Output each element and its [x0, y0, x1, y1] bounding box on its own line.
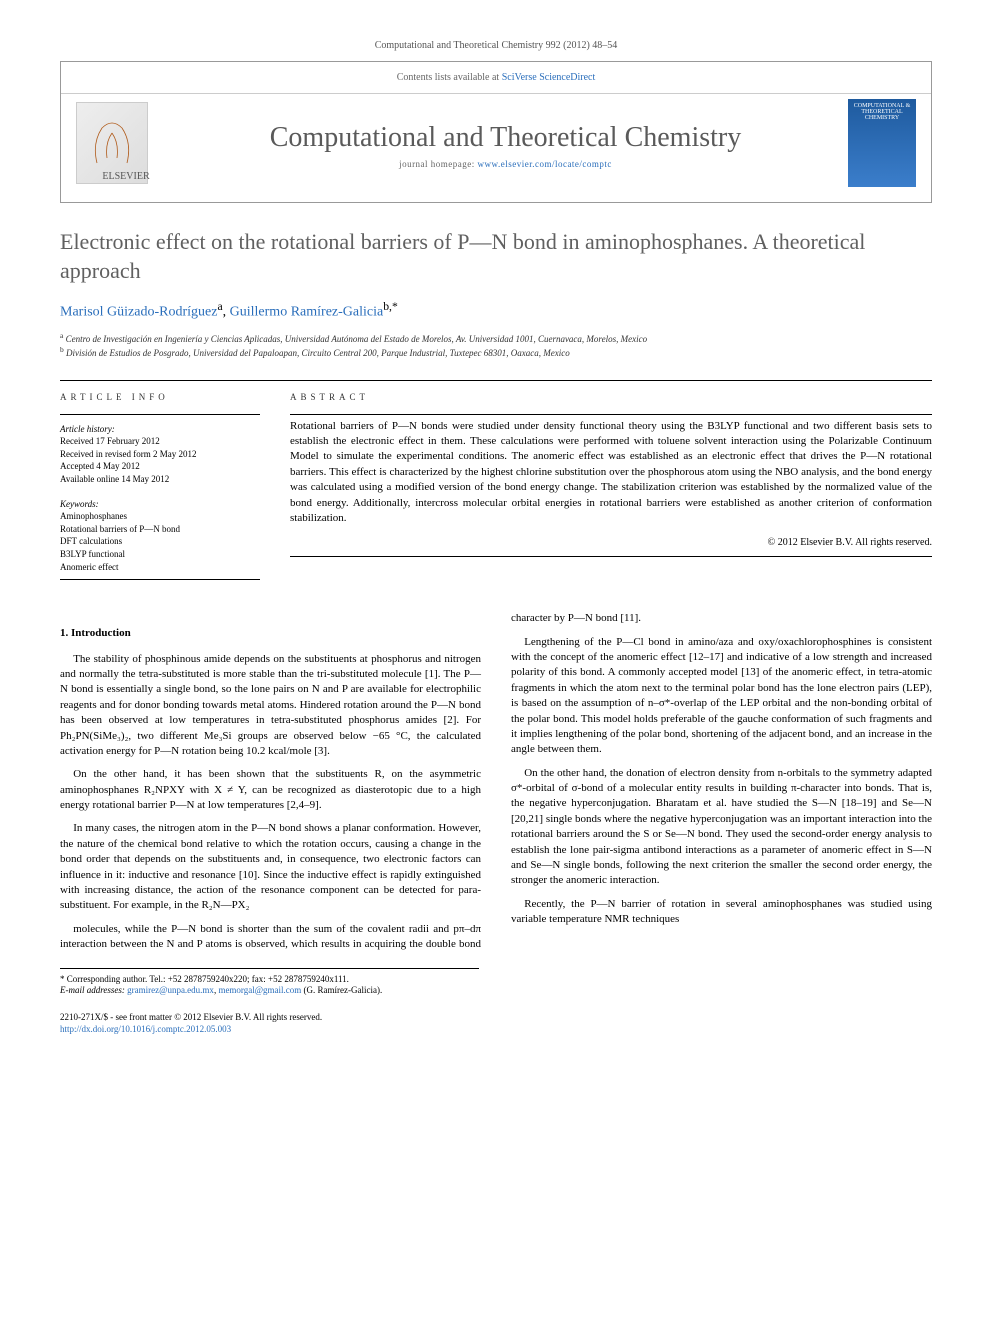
history-accepted: Accepted 4 May 2012 — [60, 460, 260, 473]
author-2-sup: b,* — [383, 300, 398, 313]
journal-title: Computational and Theoretical Chemistry — [163, 122, 848, 154]
homepage-link[interactable]: www.elsevier.com/locate/comptc — [478, 159, 612, 169]
contents-prefix: Contents lists available at — [397, 72, 502, 83]
affiliation-a: Centro de Investigación en Ingeniería y … — [66, 334, 647, 344]
cover-thumb-text: COMPUTATIONAL & THEORETICAL CHEMISTRY — [852, 103, 912, 121]
authors-line: Marisol Güizado-Rodrígueza, Guillermo Ra… — [60, 300, 932, 321]
keyword: Aminophosphanes — [60, 510, 260, 523]
contents-line: Contents lists available at SciVerse Sci… — [76, 72, 916, 83]
journal-ref-link[interactable]: Computational and Theoretical Chemistry … — [375, 40, 618, 51]
article-title: Electronic effect on the rotational barr… — [60, 228, 932, 285]
paragraph: Lengthening of the P—Cl bond in amino/az… — [511, 635, 932, 758]
email-link-1[interactable]: gramirez@unpa.edu.mx — [127, 985, 214, 995]
paragraph: In many cases, the nitrogen atom in the … — [60, 821, 481, 913]
author-link-1[interactable]: Marisol Güizado-Rodríguez — [60, 305, 217, 320]
homepage-prefix: journal homepage: — [399, 159, 477, 169]
keyword: DFT calculations — [60, 535, 260, 548]
sciencedirect-link[interactable]: SciVerse ScienceDirect — [502, 72, 596, 83]
journal-cover-thumb: COMPUTATIONAL & THEORETICAL CHEMISTRY — [848, 99, 916, 187]
article-info-heading: ARTICLE INFO — [60, 391, 260, 406]
abstract-copyright: © 2012 Elsevier B.V. All rights reserved… — [290, 536, 932, 550]
paragraph: The stability of phosphinous amide depen… — [60, 652, 481, 760]
email-link-2[interactable]: memorgal@gmail.com — [218, 985, 301, 995]
abstract-heading: ABSTRACT — [290, 391, 932, 406]
corresponding-author-note: * Corresponding author. Tel.: +52 287875… — [60, 974, 479, 986]
abstract-text: Rotational barriers of P—N bonds were st… — [290, 419, 932, 527]
keyword: B3LYP functional — [60, 548, 260, 561]
article-info-block: ARTICLE INFO Article history: Received 1… — [60, 391, 260, 586]
keyword: Rotational barriers of P—N bond — [60, 523, 260, 536]
abstract-block: ABSTRACT Rotational barriers of P—N bond… — [290, 391, 932, 586]
keyword: Anomeric effect — [60, 561, 260, 574]
publisher-name: ELSEVIER — [91, 171, 161, 182]
separator-top — [60, 380, 932, 381]
journal-homepage: journal homepage: www.elsevier.com/locat… — [163, 159, 848, 169]
email-suffix: (G. Ramírez-Galicia). — [304, 985, 383, 995]
author-link-2[interactable]: Guillermo Ramírez-Galicia — [230, 305, 384, 320]
email-label: E-mail addresses: — [60, 985, 125, 995]
issn-line: 2210-271X/$ - see front matter © 2012 El… — [60, 1012, 932, 1024]
history-heading: Article history: — [60, 423, 260, 436]
journal-reference: Computational and Theoretical Chemistry … — [60, 40, 932, 51]
history-received: Received 17 February 2012 — [60, 435, 260, 448]
paragraph: On the other hand, it has been shown tha… — [60, 767, 481, 813]
footnotes: * Corresponding author. Tel.: +52 287875… — [60, 968, 479, 997]
history-online: Available online 14 May 2012 — [60, 473, 260, 486]
affiliation-b: División de Estudios de Posgrado, Univer… — [66, 348, 570, 358]
section-1-heading: 1. Introduction — [60, 626, 481, 641]
paragraph: Recently, the P—N barrier of rotation in… — [511, 897, 932, 928]
doi-link[interactable]: http://dx.doi.org/10.1016/j.comptc.2012.… — [60, 1024, 231, 1034]
body-text: 1. Introduction The stability of phosphi… — [60, 611, 932, 952]
history-revised: Received in revised form 2 May 2012 — [60, 448, 260, 461]
affiliations: a Centro de Investigación en Ingeniería … — [60, 331, 932, 360]
paragraph: On the other hand, the donation of elect… — [511, 766, 932, 889]
header-banner: Contents lists available at SciVerse Sci… — [60, 61, 932, 203]
page-footer: 2210-271X/$ - see front matter © 2012 El… — [60, 1012, 932, 1035]
keywords-heading: Keywords: — [60, 498, 260, 511]
author-1-sup: a — [217, 300, 222, 313]
